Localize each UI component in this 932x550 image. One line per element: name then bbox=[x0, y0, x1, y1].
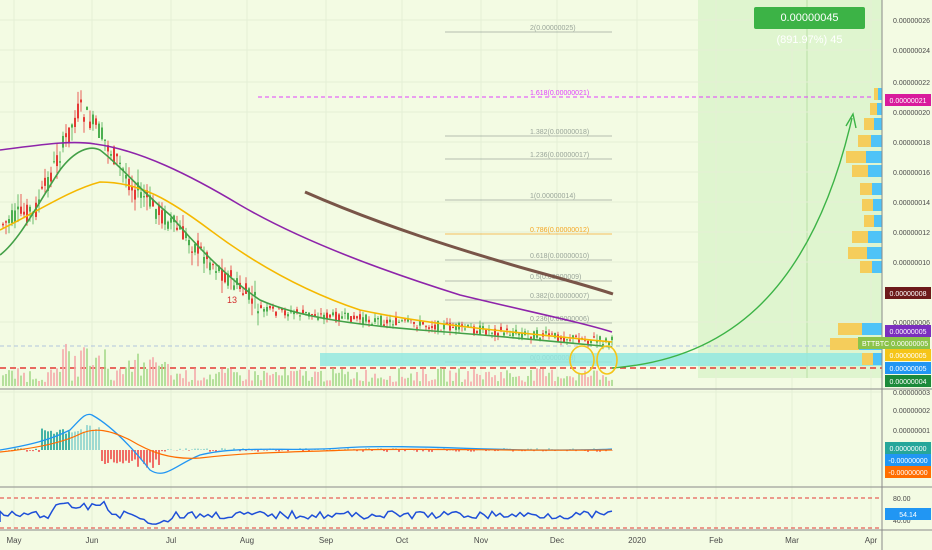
time-axis-label: Apr bbox=[865, 536, 878, 545]
price-axis-label: 0.00000012 bbox=[893, 230, 930, 237]
svg-text:0.00000021: 0.00000021 bbox=[890, 98, 927, 105]
price-tag bbox=[885, 362, 931, 374]
fib-label: 1.236(0.00000017) bbox=[530, 152, 589, 159]
rsi-line bbox=[0, 500, 613, 525]
svg-text:0.00000005: 0.00000005 bbox=[890, 366, 927, 373]
time-axis-label: Oct bbox=[396, 536, 409, 545]
svg-text:-0.00000000: -0.00000000 bbox=[888, 458, 927, 465]
svg-text:0.00000005: 0.00000005 bbox=[890, 329, 927, 336]
fib-label: 1(0.00000014) bbox=[530, 193, 576, 200]
highlight-circle bbox=[569, 345, 595, 375]
macd-tag bbox=[885, 442, 931, 454]
rsi-axis-label: 40.00 bbox=[893, 518, 911, 525]
support-zone bbox=[320, 353, 882, 366]
fib-label: 0.236(0.00000006) bbox=[530, 316, 589, 323]
fib-label: 0.618(0.00000010) bbox=[530, 253, 589, 260]
ma-yellow bbox=[0, 181, 613, 343]
time-axis-label: Nov bbox=[474, 536, 488, 545]
price-tag bbox=[885, 375, 931, 387]
svg-text:0.00000005: 0.00000005 bbox=[890, 353, 927, 360]
time-axis-label: Dec bbox=[550, 536, 564, 545]
price-axis-label: 0.00000014 bbox=[893, 200, 930, 207]
time-axis-label: Jul bbox=[166, 536, 176, 545]
highlight-circle bbox=[596, 345, 618, 375]
symbol-tag bbox=[858, 337, 930, 349]
ma-green bbox=[0, 147, 613, 348]
fib-label: 0.786(0.00000012) bbox=[530, 227, 589, 234]
price-tag bbox=[885, 287, 931, 299]
macd-tag bbox=[885, 454, 931, 466]
projection-area bbox=[698, 0, 882, 378]
time-axis-label: Jun bbox=[86, 536, 99, 545]
fib-label: 2(0.00000025) bbox=[530, 25, 576, 32]
time-axis-label: Aug bbox=[240, 536, 254, 545]
time-axis-label: Feb bbox=[709, 536, 723, 545]
price-axis-label: 0.00000016 bbox=[893, 170, 930, 177]
svg-text:54.14: 54.14 bbox=[899, 512, 917, 519]
svg-text:0.00000004: 0.00000004 bbox=[890, 379, 927, 386]
price-axis-label: 0.00000024 bbox=[893, 48, 930, 55]
price-axis-label: 0.00000010 bbox=[893, 260, 930, 267]
time-axis-label: Mar bbox=[785, 536, 799, 545]
fib-label: 1.382(0.00000018) bbox=[530, 129, 589, 136]
rsi-axis-label: 80.00 bbox=[893, 496, 911, 503]
wave-label: 13 bbox=[227, 295, 237, 305]
price-axis-label: 0.00000020 bbox=[893, 110, 930, 117]
price-axis-label: 0.00000026 bbox=[893, 18, 930, 25]
ma-brown bbox=[304, 190, 614, 296]
macd-tag bbox=[885, 466, 931, 478]
time-axis-label: Sep bbox=[319, 536, 334, 545]
rsi-tag bbox=[885, 508, 931, 520]
price-axis-label: 0.00000003 bbox=[893, 390, 930, 397]
price-axis-label: 0.00000022 bbox=[893, 80, 930, 87]
svg-text:-0.00000000: -0.00000000 bbox=[888, 470, 927, 477]
projection-arrow bbox=[611, 117, 853, 369]
macd-axis-label: 0.00000001 bbox=[893, 428, 930, 435]
price-tag bbox=[885, 94, 931, 106]
price-axis-label: 0.00000018 bbox=[893, 140, 930, 147]
svg-text:BTTBTC 0.00000005: BTTBTC 0.00000005 bbox=[862, 341, 928, 348]
time-axis-label: May bbox=[6, 536, 21, 545]
price-tag bbox=[885, 349, 931, 361]
ma-purple bbox=[0, 141, 613, 333]
time-axis-label: 2020 bbox=[628, 536, 646, 545]
price-tag bbox=[885, 325, 931, 337]
macd-axis-label: 0.00000002 bbox=[893, 408, 930, 415]
fib-label: 0.382(0.00000007) bbox=[530, 293, 589, 300]
svg-text:0.00000008: 0.00000008 bbox=[890, 291, 927, 298]
measure-badge: 0.00000045 (891.97%) 45 bbox=[754, 7, 865, 46]
fib-label: 1.618(0.00000021) bbox=[530, 90, 589, 97]
svg-text:0.00000000: 0.00000000 bbox=[890, 446, 927, 453]
price-axis-label: 0.00000006 bbox=[893, 320, 930, 327]
